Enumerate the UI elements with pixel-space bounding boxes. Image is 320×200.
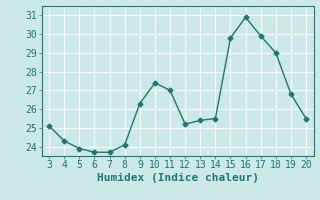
X-axis label: Humidex (Indice chaleur): Humidex (Indice chaleur) [97,173,259,183]
